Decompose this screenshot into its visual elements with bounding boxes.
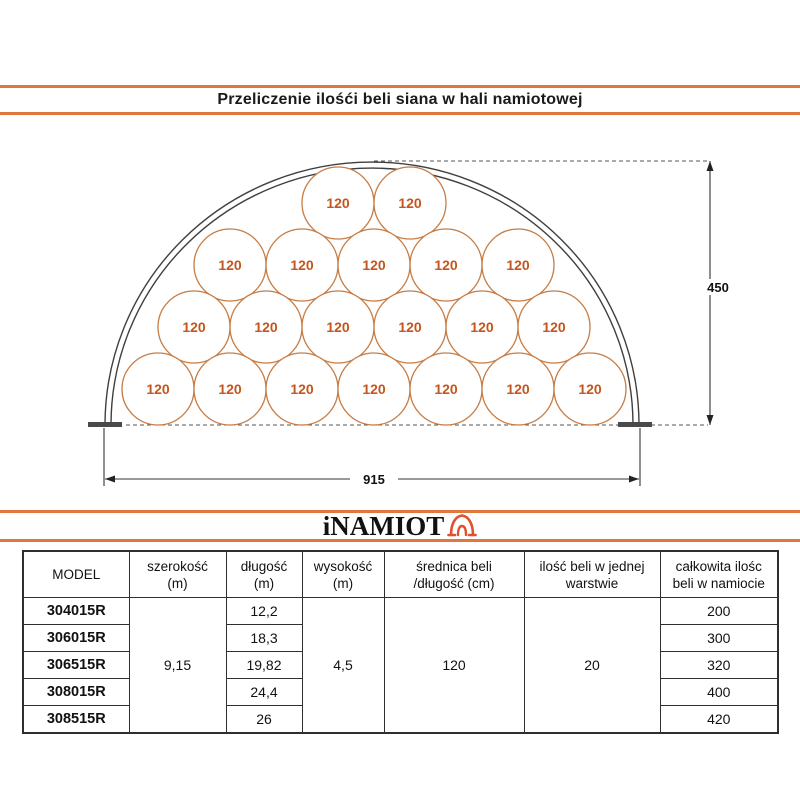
hay-bale-label: 120	[398, 319, 422, 335]
header-bales-per-layer: ilość beli w jednej warstwie	[523, 550, 661, 598]
hay-bale-label: 120	[470, 319, 494, 335]
logo-bar: iNAMIOT	[0, 510, 800, 542]
hay-bale-label: 120	[290, 381, 314, 397]
diameter-cell: 120	[383, 597, 525, 734]
hay-bale-circle	[373, 166, 447, 240]
model-cell: 304015R	[22, 597, 130, 625]
spec-table: MODEL szerokość (m) długość (m) wysokość…	[22, 550, 779, 734]
hay-bale-label: 120	[362, 381, 386, 397]
model-cell: 306015R	[22, 624, 130, 652]
length-cell: 19,82	[225, 651, 303, 679]
hay-bale-label: 120	[254, 319, 278, 335]
header-height: wysokość (m)	[301, 550, 385, 598]
arrow-right-icon	[629, 475, 639, 483]
table-row: 304015R 9,15 12,2 4,5 120 20 200	[22, 597, 779, 734]
hay-bale-circle	[553, 352, 627, 426]
tent-arch-outer	[104, 161, 640, 426]
tent-arch-inner	[110, 167, 634, 426]
hay-bale-label: 120	[326, 195, 350, 211]
hay-bale-label: 120	[218, 257, 242, 273]
length-cell: 18,3	[225, 624, 303, 652]
hay-bale-label: 120	[218, 381, 242, 397]
total-cell: 420	[659, 705, 779, 734]
length-cell: 26	[225, 705, 303, 734]
total-cell: 300	[659, 624, 779, 652]
page-title: Przeliczenie ilośći beli siana w hali na…	[217, 91, 583, 108]
hay-bale-label: 120	[326, 319, 350, 335]
header-bale-diameter: średnica beli /długość (cm)	[383, 550, 525, 598]
arrow-left-icon	[105, 475, 115, 483]
hay-bale-circle	[481, 228, 555, 302]
total-cell: 400	[659, 678, 779, 706]
hay-bale-label: 120	[434, 257, 458, 273]
header-length: długość (m)	[225, 550, 303, 598]
table-header-row: MODEL szerokość (m) długość (m) wysokość…	[22, 550, 779, 598]
bales-group: 120 120 120 120 120 120 120 120 120 120 120 120 120 1…	[121, 166, 627, 426]
tent-cross-section-diagram: 120 120 120 120 120 120 120 120 120 120 120 120 120 1…	[88, 160, 737, 487]
total-cell: 320	[659, 651, 779, 679]
length-cell: 12,2	[225, 597, 303, 625]
table-row: 306515R 19,82 320	[22, 651, 779, 679]
hay-bale-circle	[517, 290, 591, 364]
hay-bale-label: 120	[146, 381, 170, 397]
model-cell: 308015R	[22, 678, 130, 706]
table-row: 306015R 18,3 300	[22, 624, 779, 652]
length-cell: 24,4	[225, 678, 303, 706]
hay-bale-label: 120	[542, 319, 566, 335]
hay-bale-label: 120	[182, 319, 206, 335]
height-cell: 4,5	[301, 597, 385, 734]
total-cell: 200	[659, 597, 779, 625]
brand-logo-text: iNAMIOT	[322, 511, 445, 541]
hay-bale-label: 120	[398, 195, 422, 211]
model-cell: 306515R	[22, 651, 130, 679]
hay-bale-label: 120	[290, 257, 314, 273]
title-bar: Przeliczenie ilośći beli siana w hali na…	[0, 85, 800, 115]
hay-bale-label: 120	[578, 381, 602, 397]
hay-bale-label: 120	[434, 381, 458, 397]
arrow-up-icon	[706, 161, 714, 171]
hay-bale-label: 120	[506, 257, 530, 273]
hay-bale-label: 120	[506, 381, 530, 397]
right-foot-plate	[618, 422, 652, 427]
header-total-bales: całkowita ilośc beli w namiocie	[659, 550, 779, 598]
left-foot-plate	[88, 422, 122, 427]
width-dimension-label: 915	[363, 472, 385, 487]
table-row: 308015R 24,4 400	[22, 678, 779, 706]
model-cell: 308515R	[22, 705, 130, 734]
header-model: MODEL	[22, 550, 130, 598]
hay-bale-label: 120	[362, 257, 386, 273]
per-layer-cell: 20	[523, 597, 661, 734]
height-dimension-label: 450	[707, 280, 729, 295]
arrow-down-icon	[706, 415, 714, 425]
table-row: 308515R 26 420	[22, 705, 779, 734]
header-width: szerokość (m)	[128, 550, 227, 598]
width-cell: 9,15	[128, 597, 227, 734]
tent-icon	[447, 514, 478, 537]
